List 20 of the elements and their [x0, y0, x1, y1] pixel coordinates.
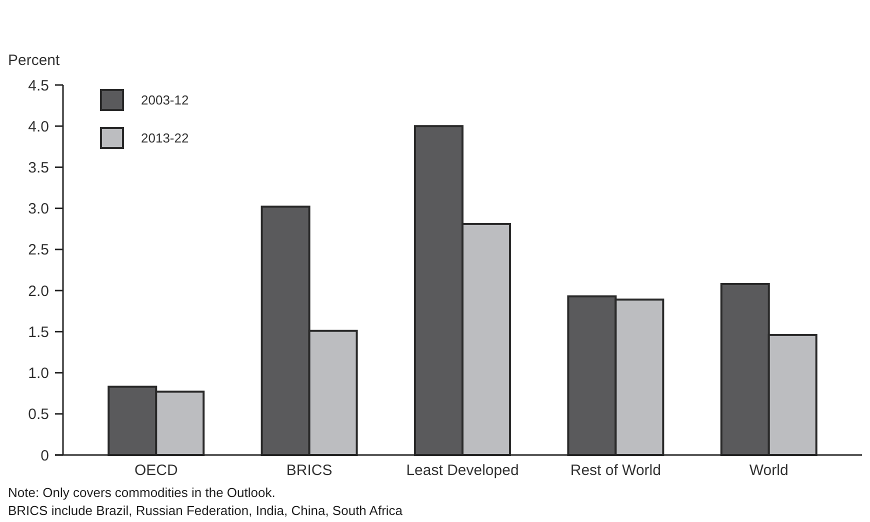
text: Note: Only covers commodities in the Outlook. — [8, 485, 276, 500]
y-tick-label: 0 — [40, 447, 49, 464]
x-tick-label: OECD — [134, 462, 178, 479]
x-tick-label: World — [749, 462, 788, 479]
y-tick-label: 2.5 — [28, 242, 49, 259]
y-tick-label: 1.0 — [28, 365, 49, 382]
y-tick-label: 1.5 — [28, 324, 49, 341]
y-tick-label: 2.0 — [28, 282, 49, 300]
x-tick-label: Rest of World — [570, 462, 661, 479]
y-axis-title: Percent — [8, 52, 61, 69]
text: BRICS include Brazil, Russian Federation, India, China, South Africa — [8, 503, 404, 518]
y-tick-label: 0.5 — [28, 406, 49, 424]
x-tick-label: BRICS — [286, 462, 332, 479]
y-tick-label: 4.0 — [28, 118, 49, 136]
x-tick-label: Least Developed — [406, 462, 519, 479]
legend-label: 2003-12 — [141, 92, 189, 108]
legend-label: 2013-22 — [141, 130, 189, 146]
y-tick-label: 4.5 — [28, 77, 49, 94]
y-tick-label: 3.5 — [28, 159, 49, 176]
y-tick-label: 3.0 — [28, 200, 49, 218]
